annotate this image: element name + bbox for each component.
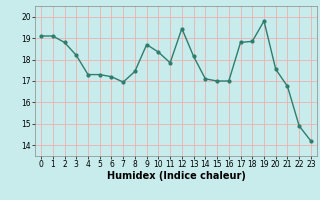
X-axis label: Humidex (Indice chaleur): Humidex (Indice chaleur)	[107, 171, 245, 181]
